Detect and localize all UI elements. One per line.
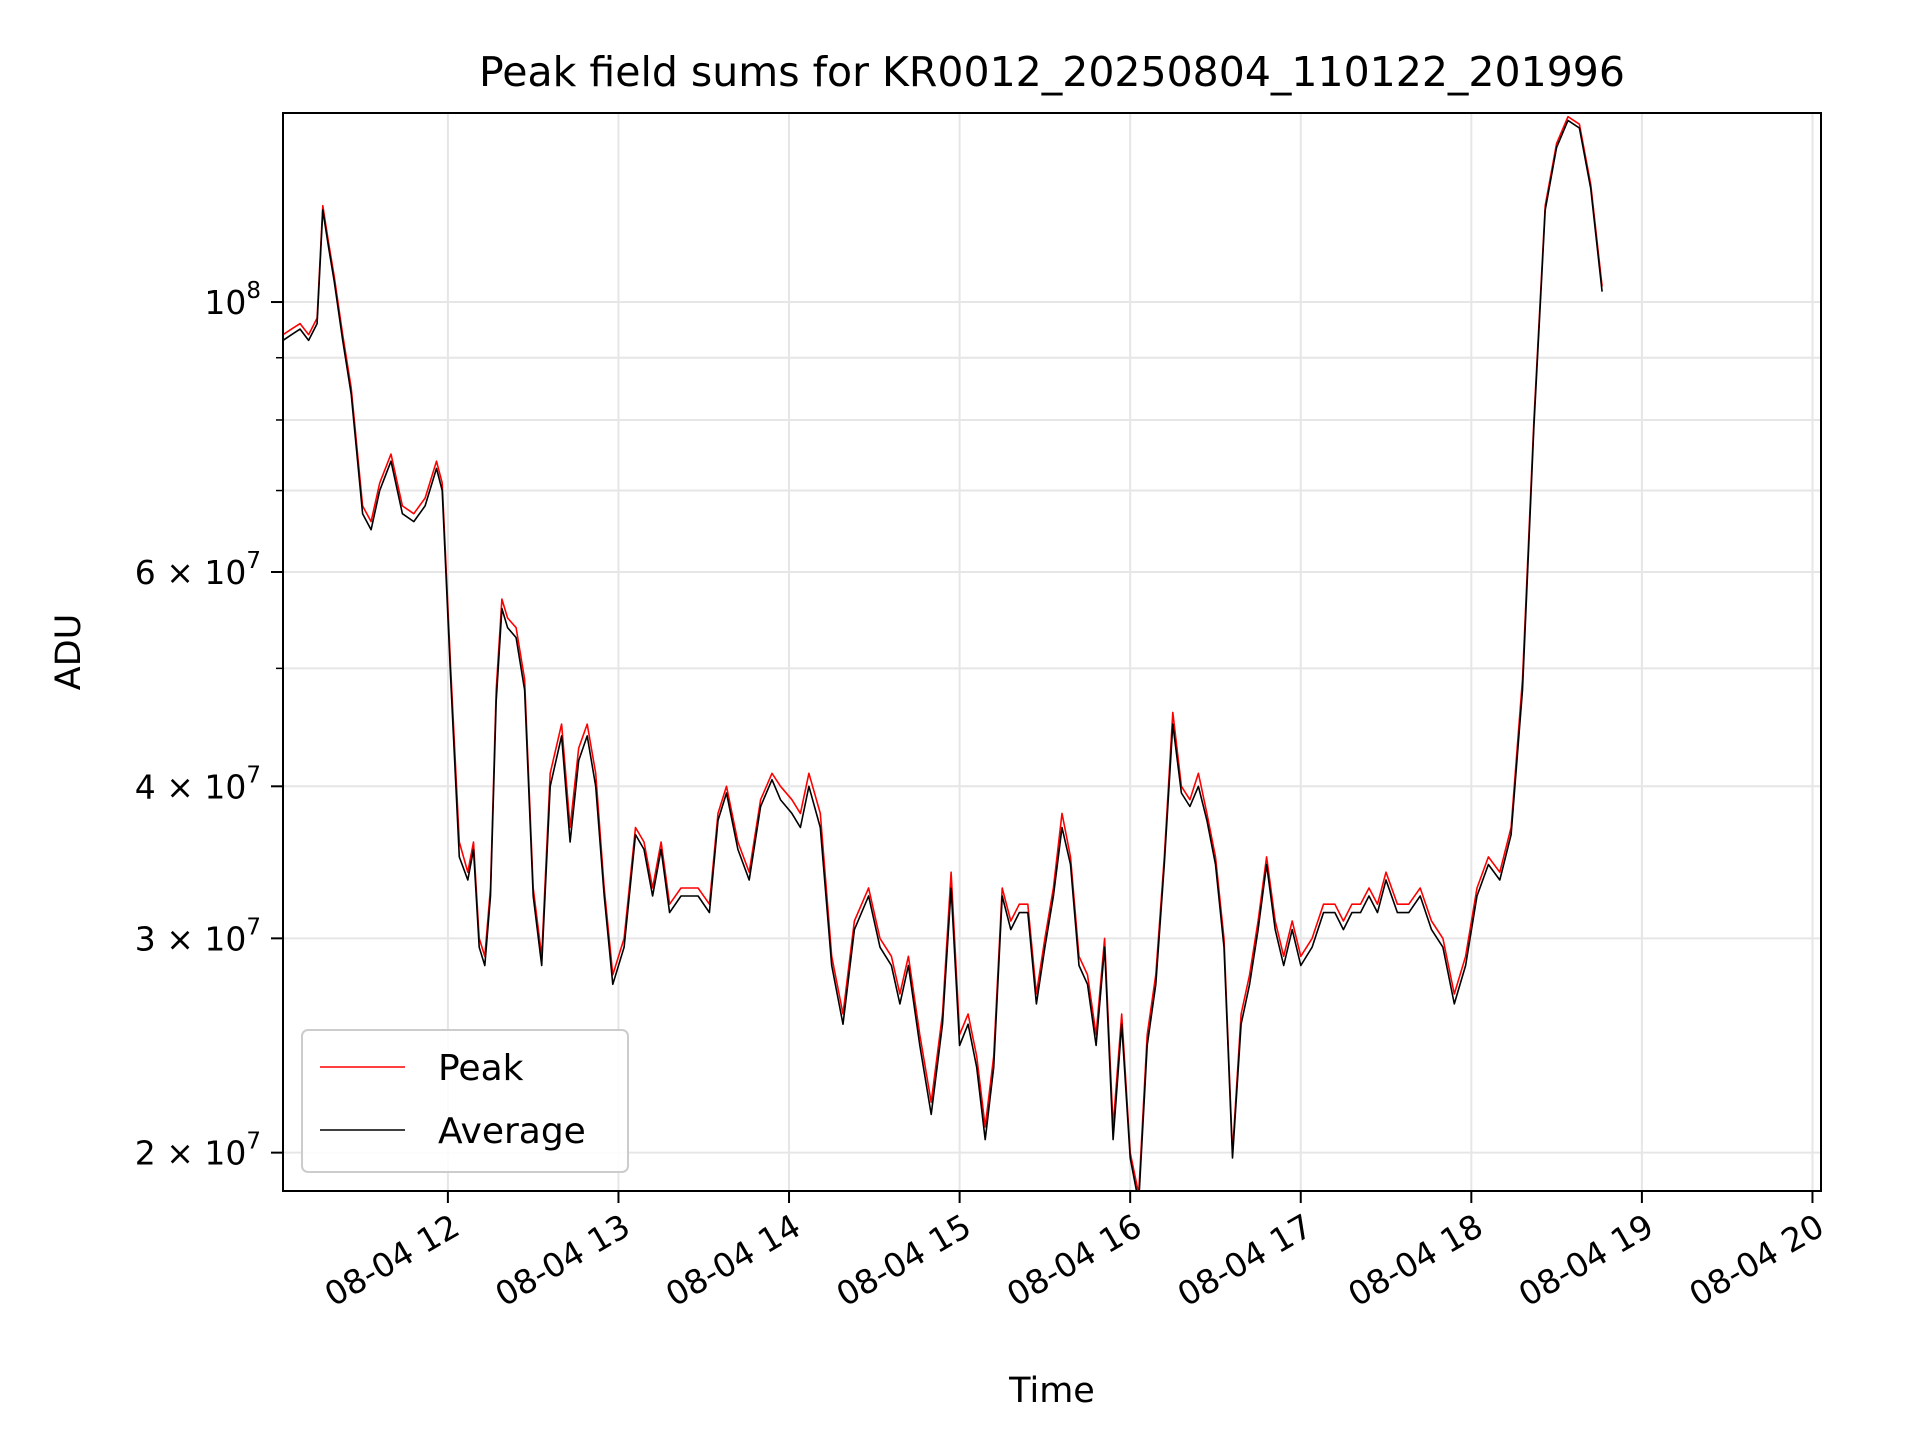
y-tick-mantissa: 2 × 10	[135, 1134, 247, 1173]
plot-frame	[282, 112, 1822, 1192]
y-tick-label: 6 × 107	[135, 548, 261, 592]
legend: Peak Average	[301, 1029, 629, 1173]
y-axis-title: ADU	[49, 614, 89, 691]
y-tick-exponent: 7	[246, 762, 261, 788]
y-tick-mantissa: 10	[204, 283, 246, 322]
y-tick-label: 3 × 107	[135, 914, 261, 958]
y-tick-mantissa: 6 × 10	[135, 553, 247, 592]
y-tick-label: 108	[204, 278, 261, 322]
y-tick-mantissa: 3 × 10	[135, 919, 247, 958]
y-tick-label: 2 × 107	[135, 1129, 261, 1173]
y-tick-label: 4 × 107	[135, 762, 261, 806]
legend-label-average: Average	[438, 1111, 586, 1152]
legend-label-peak: Peak	[438, 1048, 524, 1089]
x-axis-title: Time	[1008, 1371, 1095, 1411]
y-tick-exponent: 7	[246, 1129, 261, 1155]
y-tick-exponent: 8	[246, 278, 261, 304]
series-line-peak	[283, 115, 1603, 1191]
legend-box	[301, 1029, 629, 1173]
gridlines	[283, 113, 1821, 1191]
chart-title: Peak field sums for KR0012_20250804_1101…	[479, 48, 1625, 96]
series-line-average	[283, 119, 1603, 1191]
y-tick-mantissa: 4 × 10	[135, 767, 247, 806]
series-layer	[283, 115, 1603, 1191]
y-tick-exponent: 7	[246, 548, 261, 574]
y-tick-exponent: 7	[246, 914, 261, 940]
